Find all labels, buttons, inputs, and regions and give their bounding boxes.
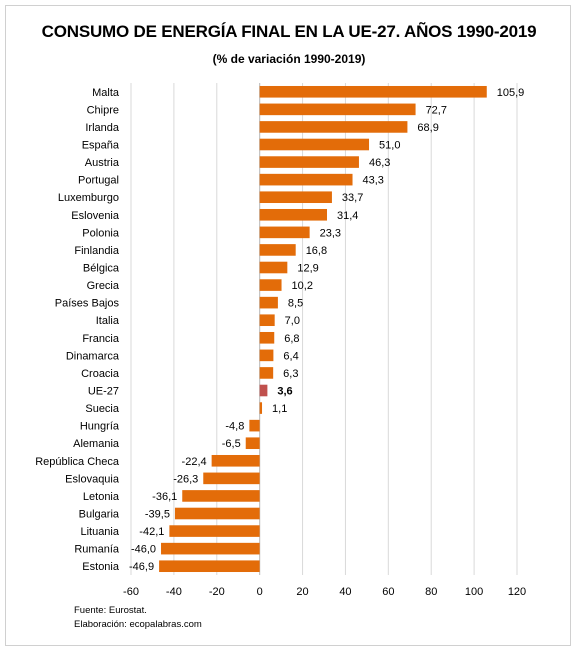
bar <box>259 314 275 327</box>
bar <box>259 121 408 133</box>
data-label: -42,1 <box>139 526 164 538</box>
category-label: Croacia <box>81 368 120 380</box>
category-label: Italia <box>96 315 120 327</box>
x-tick-label: 0 <box>257 586 263 598</box>
category-label: Francia <box>82 333 120 345</box>
data-label: 51,0 <box>379 140 400 152</box>
bar <box>259 208 328 221</box>
data-label: 68,9 <box>417 122 438 134</box>
category-label: Bélgica <box>83 263 120 275</box>
category-label: Hungría <box>80 421 120 433</box>
category-label: Rumanía <box>74 544 120 556</box>
data-label: -46,0 <box>131 544 156 556</box>
bar <box>259 173 353 186</box>
category-label: Eslovenia <box>71 210 120 222</box>
data-label: -6,5 <box>222 438 241 450</box>
category-label: Letonia <box>83 491 120 503</box>
data-label: -22,4 <box>182 456 207 468</box>
category-label: Suecia <box>85 403 120 415</box>
bar <box>169 525 260 537</box>
x-tick-label: 80 <box>425 586 437 598</box>
data-label: -46,9 <box>129 561 154 573</box>
bar <box>259 103 416 116</box>
data-label: 7,0 <box>285 315 300 327</box>
category-label: Polonia <box>82 227 120 239</box>
data-label: 6,4 <box>283 350 298 362</box>
data-label: -36,1 <box>152 491 177 503</box>
category-label: Bulgaria <box>79 509 120 521</box>
data-label: 31,4 <box>337 210 358 222</box>
category-label: Grecia <box>87 280 120 292</box>
x-tick-label: 100 <box>465 586 483 598</box>
category-label: Austria <box>85 157 120 169</box>
data-label: 6,8 <box>284 333 299 345</box>
category-label: Luxemburgo <box>58 192 119 204</box>
category-label: España <box>82 140 120 152</box>
data-label: 16,8 <box>306 245 327 257</box>
data-label: 33,7 <box>342 192 363 204</box>
data-label: 6,3 <box>283 368 298 380</box>
category-label: República Checa <box>35 456 120 468</box>
category-label: Irlanda <box>85 122 120 134</box>
category-label: Dinamarca <box>66 350 120 362</box>
chart-subtitle: (% de variación 1990-2019) <box>212 52 366 66</box>
bar <box>245 437 260 450</box>
data-label: 43,3 <box>363 175 384 187</box>
bar <box>159 560 260 573</box>
data-label: 8,5 <box>288 298 303 310</box>
x-tick-label: -60 <box>123 586 139 598</box>
category-label: UE-27 <box>88 386 119 398</box>
bar <box>259 331 275 344</box>
x-tick-label: 120 <box>508 586 526 598</box>
bar <box>182 490 260 502</box>
bar <box>161 542 260 555</box>
source-note: Fuente: Eurostat. <box>74 605 147 616</box>
data-label: -39,5 <box>145 509 170 521</box>
bar <box>259 156 359 168</box>
x-tick-label: 40 <box>339 586 351 598</box>
bar <box>259 367 274 379</box>
bar <box>259 384 268 397</box>
category-label: Países Bajos <box>55 298 120 310</box>
category-label: Eslovaquia <box>65 473 120 485</box>
bar <box>203 472 260 485</box>
x-tick-label: 20 <box>296 586 308 598</box>
category-label: Portugal <box>78 175 119 187</box>
data-label: -26,3 <box>173 473 198 485</box>
category-label: Malta <box>92 87 120 99</box>
data-label: 12,9 <box>297 263 318 275</box>
x-tick-label: -20 <box>209 586 225 598</box>
bar <box>259 349 274 362</box>
data-label: 72,7 <box>426 104 447 116</box>
data-label: 10,2 <box>292 280 313 292</box>
category-label: Chipre <box>87 104 119 116</box>
data-label: 23,3 <box>320 227 341 239</box>
x-tick-label: -40 <box>166 586 182 598</box>
chart-title: CONSUMO DE ENERGÍA FINAL EN LA UE-27. AÑ… <box>41 22 537 41</box>
category-label: Finlandia <box>74 245 120 257</box>
bar <box>259 138 370 151</box>
category-label: Estonia <box>82 561 120 573</box>
bar <box>259 226 310 239</box>
bar <box>249 419 260 432</box>
bar <box>211 454 260 467</box>
bar <box>259 244 296 256</box>
category-label: Lituania <box>80 526 119 538</box>
data-label: -4,8 <box>225 421 244 433</box>
x-tick-label: 60 <box>382 586 394 598</box>
bar <box>174 507 260 520</box>
data-label: 3,6 <box>277 386 292 398</box>
bar <box>259 191 332 204</box>
bar <box>259 261 288 274</box>
data-label: 1,1 <box>272 403 287 415</box>
bar <box>259 296 278 309</box>
elaboration-note: Elaboración: ecopalabras.com <box>74 619 202 630</box>
category-label: Alemania <box>73 438 120 450</box>
bar <box>259 279 282 291</box>
bar <box>259 402 263 414</box>
data-label: 105,9 <box>497 87 525 99</box>
bar <box>259 85 487 98</box>
data-label: 46,3 <box>369 157 390 169</box>
